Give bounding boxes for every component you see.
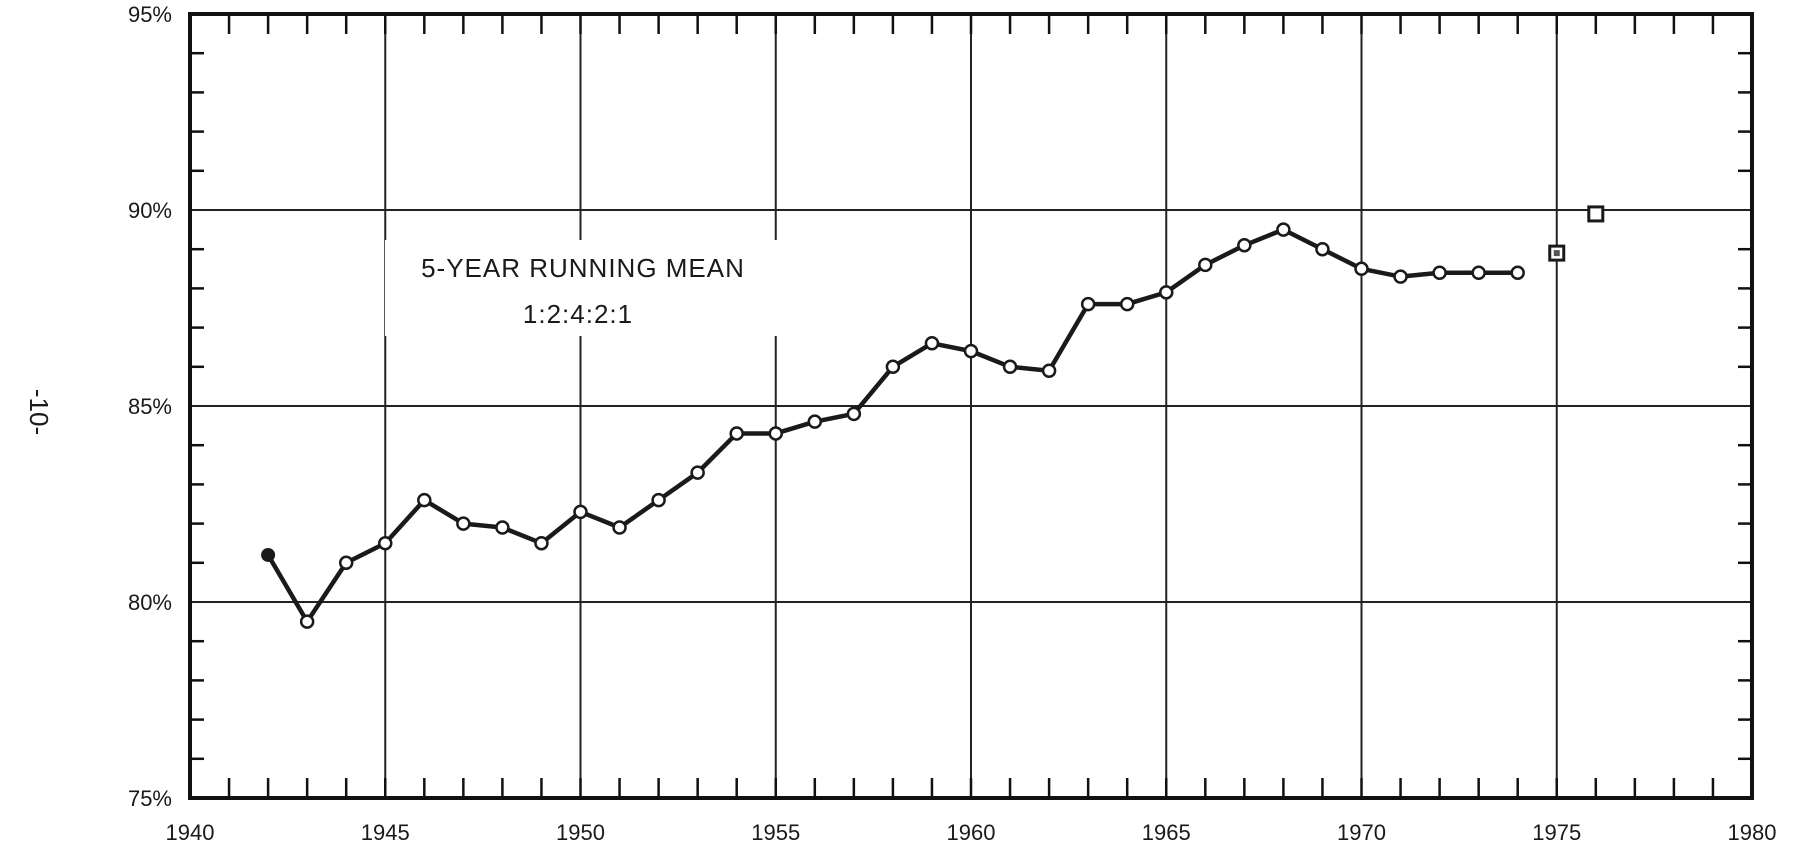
data-point-1959: [924, 336, 940, 351]
data-point-1962: [1041, 363, 1057, 378]
x-tick-label-1980: 1980: [1728, 820, 1777, 845]
x-tick-label-1960: 1960: [947, 820, 996, 845]
grid: [190, 14, 1752, 798]
data-point-1949: [534, 535, 549, 551]
data-point-1973: [1471, 265, 1486, 280]
minor-ticks: [190, 14, 1752, 798]
y-tick-label-85: 85%: [128, 394, 172, 419]
x-tick-label-1945: 1945: [361, 820, 410, 845]
data-point-1952: [651, 492, 666, 508]
data-point-1968: [1276, 222, 1291, 237]
data-point-1955: [768, 426, 783, 441]
x-tick-label-1955: 1955: [751, 820, 800, 845]
x-tick-label-1965: 1965: [1142, 820, 1191, 845]
square-point-1976: [1587, 205, 1605, 223]
x-tick-label-1975: 1975: [1532, 820, 1581, 845]
x-tick-label-1940: 1940: [166, 820, 215, 845]
data-point-1951: [612, 520, 627, 535]
data-point-1954: [729, 426, 744, 441]
data-point-1972: [1432, 265, 1447, 280]
data-point-1945: [378, 535, 393, 551]
chart-annotation: 5-YEAR RUNNING MEAN 1:2:4:2:1: [385, 240, 781, 336]
data-point-1971: [1393, 269, 1408, 284]
data-point-1963: [1080, 296, 1096, 312]
x-tick-label-1950: 1950: [556, 820, 605, 845]
data-point-1961: [1002, 359, 1018, 375]
annotation-line-1: 5-YEAR RUNNING MEAN: [421, 253, 745, 283]
data-point-1950: [573, 504, 588, 520]
data-point-1964: [1119, 296, 1135, 312]
x-tick-label-1970: 1970: [1337, 820, 1386, 845]
data-point-1967: [1237, 238, 1252, 253]
series: [261, 205, 1605, 629]
data-point-1942: [261, 547, 276, 562]
y-tick-label-90: 90%: [128, 198, 172, 223]
y-axis-tick-labels: 75% 80% 85% 90% 95%: [128, 2, 172, 811]
data-point-1965: [1159, 285, 1174, 300]
data-point-1944: [338, 555, 354, 571]
data-point-1947: [456, 516, 471, 531]
y-tick-label-75: 75%: [128, 786, 172, 811]
y-tick-label-95: 95%: [128, 2, 172, 27]
data-point-1970: [1354, 261, 1369, 277]
data-point-1956: [807, 414, 823, 429]
annotation-line-2: 1:2:4:2:1: [523, 299, 633, 329]
data-point-1958: [885, 359, 901, 375]
data-point-1946: [417, 492, 432, 508]
data-point-1960: [963, 343, 979, 359]
square-point-fill-1975: [1553, 250, 1560, 257]
y-tick-label-80: 80%: [128, 590, 172, 615]
data-point-1957: [846, 406, 862, 422]
data-point-1953: [690, 465, 705, 480]
data-point-1966: [1198, 257, 1213, 273]
data-point-1969: [1315, 241, 1330, 257]
data-point-1943: [299, 614, 315, 629]
data-point-1974: [1510, 265, 1525, 280]
x-axis-tick-labels: 1940 1945 1950 1955 1960 1965 1970 1975 1980: [166, 820, 1777, 845]
plot-frame: [188, 12, 1754, 800]
page-number: -10-: [24, 389, 54, 435]
data-point-1948: [495, 520, 510, 535]
